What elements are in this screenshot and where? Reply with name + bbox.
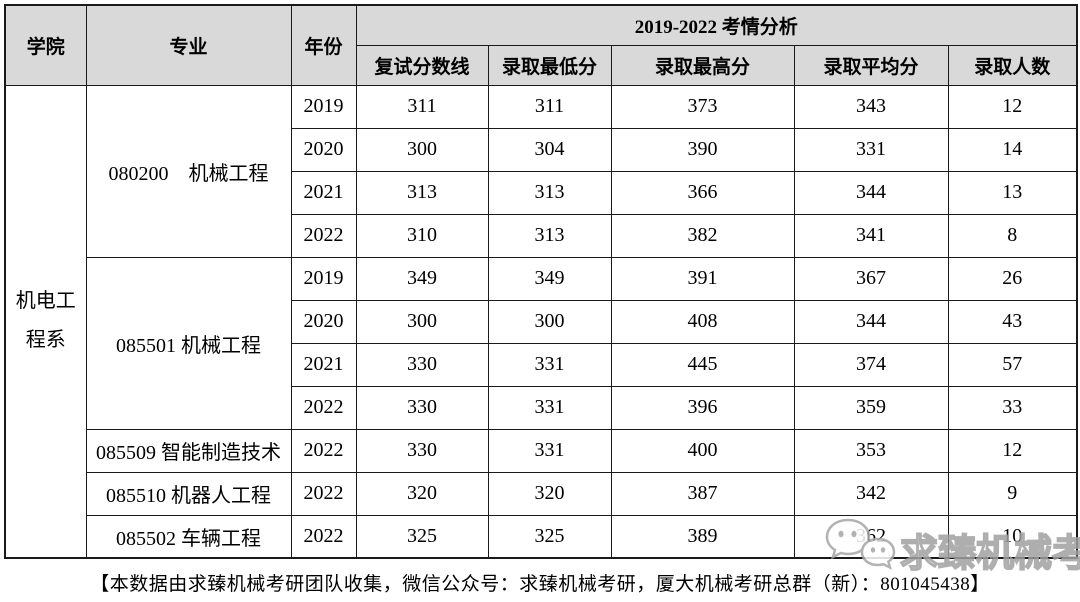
min-score-cell: 313	[487, 170, 612, 215]
year-cell: 2020	[290, 299, 357, 344]
max-score-cell: 391	[610, 256, 795, 301]
footer-note: 【本数据由求臻机械考研团队收集，微信公众号：求臻机械考研，厦大机械考研总群（新）…	[90, 574, 990, 595]
table-row: 085509 智能制造技术 2022 330 331 400 353 12	[5, 428, 1078, 473]
admissions-table: 学院 专业 年份 2019-2022 考情分析 复试分数线 录取最低分 录取最高…	[4, 4, 1079, 559]
retest-line-cell: 325	[355, 514, 489, 559]
table-row: 2021 330 331 445 374 57	[5, 342, 1078, 387]
retest-line-cell: 330	[355, 342, 489, 387]
min-score-cell: 331	[487, 342, 612, 387]
retest-line-cell: 300	[355, 127, 489, 172]
header-major: 专业	[85, 4, 292, 86]
header-row-1: 学院 专业 年份 2019-2022 考情分析	[4, 4, 1078, 86]
min-score-cell: 349	[487, 256, 612, 301]
max-score-cell: 366	[610, 170, 795, 215]
year-cell: 2022	[290, 471, 357, 516]
max-score-cell: 387	[610, 471, 795, 516]
avg-score-cell: 359	[793, 385, 949, 430]
year-cell: 2021	[290, 342, 357, 387]
avg-score-cell: 353	[793, 428, 949, 473]
retest-line-cell: 330	[355, 428, 489, 473]
max-score-cell: 396	[610, 385, 795, 430]
avg-score-cell: 331	[793, 127, 949, 172]
admit-count-cell: 12	[947, 428, 1078, 473]
major-cell: 080200 机械工程	[85, 84, 292, 258]
admit-count-cell: 9	[947, 471, 1078, 516]
year-cell: 2019	[290, 84, 357, 129]
retest-line-cell: 310	[355, 213, 489, 258]
table-row: 085502 车辆工程 2022 325 325 389 362 10	[5, 514, 1078, 559]
header-admit-count: 录取人数	[947, 44, 1078, 86]
major-cell: 085510 机器人工程	[85, 471, 292, 516]
table-row: 2020 300 300 408 344 43	[5, 299, 1078, 344]
header-row-2: 复试分数线 录取最低分 录取最高分 录取平均分 录取人数	[5, 44, 1078, 86]
min-score-cell: 304	[487, 127, 612, 172]
avg-score-cell: 362	[793, 514, 949, 559]
header-analysis-title: 2019-2022 考情分析	[355, 4, 1078, 46]
year-cell: 2022	[290, 428, 357, 473]
header-college: 学院	[4, 4, 87, 86]
max-score-cell: 408	[610, 299, 795, 344]
year-cell: 2019	[290, 256, 357, 301]
min-score-cell: 300	[487, 299, 612, 344]
major-cell: 085501 机械工程	[85, 256, 292, 430]
min-score-cell: 331	[487, 428, 612, 473]
max-score-cell: 445	[610, 342, 795, 387]
admit-count-cell: 43	[947, 299, 1078, 344]
year-cell: 2022	[290, 213, 357, 258]
college-name-cell: 机电工程系	[4, 84, 87, 559]
header-avg-score: 录取平均分	[793, 44, 949, 86]
min-score-cell: 320	[487, 471, 612, 516]
table-row: 085501 机械工程 2019 349 349 391 367 26	[5, 256, 1078, 430]
year-cell: 2022	[290, 514, 357, 559]
admit-count-cell: 12	[947, 84, 1078, 129]
table-row: 2022 310 313 382 341 8	[5, 213, 1078, 258]
year-cell: 2020	[290, 127, 357, 172]
table-row: 085510 机器人工程 2022 320 320 387 342 9	[5, 471, 1078, 516]
header-min-score: 录取最低分	[487, 44, 612, 86]
major-cell: 085509 智能制造技术	[85, 428, 292, 473]
header-retest-line: 复试分数线	[355, 44, 489, 86]
avg-score-cell: 374	[793, 342, 949, 387]
admit-count-cell: 26	[947, 256, 1078, 301]
max-score-cell: 382	[610, 213, 795, 258]
min-score-cell: 331	[487, 385, 612, 430]
year-cell: 2022	[290, 385, 357, 430]
table-row: 机电工程系 080200 机械工程 2019 311 311 373 343 1…	[4, 84, 1078, 559]
avg-score-cell: 343	[793, 84, 949, 129]
table-row: 2020 300 304 390 331 14	[5, 127, 1078, 172]
table-row: 2021 313 313 366 344 13	[5, 170, 1078, 215]
avg-score-cell: 367	[793, 256, 949, 301]
retest-line-cell: 330	[355, 385, 489, 430]
max-score-cell: 389	[610, 514, 795, 559]
max-score-cell: 390	[610, 127, 795, 172]
admit-count-cell: 14	[947, 127, 1078, 172]
major-cell: 085502 车辆工程	[85, 514, 292, 559]
admit-count-cell: 10	[947, 514, 1078, 559]
avg-score-cell: 342	[793, 471, 949, 516]
header-year: 年份	[290, 4, 357, 86]
min-score-cell: 313	[487, 213, 612, 258]
admit-count-cell: 8	[947, 213, 1078, 258]
max-score-cell: 373	[610, 84, 795, 129]
min-score-cell: 311	[487, 84, 612, 129]
min-score-cell: 325	[487, 514, 612, 559]
avg-score-cell: 341	[793, 213, 949, 258]
retest-line-cell: 300	[355, 299, 489, 344]
avg-score-cell: 344	[793, 299, 949, 344]
max-score-cell: 400	[610, 428, 795, 473]
retest-line-cell: 320	[355, 471, 489, 516]
admit-count-cell: 13	[947, 170, 1078, 215]
header-max-score: 录取最高分	[610, 44, 795, 86]
admit-count-cell: 57	[947, 342, 1078, 387]
year-cell: 2021	[290, 170, 357, 215]
retest-line-cell: 313	[355, 170, 489, 215]
avg-score-cell: 344	[793, 170, 949, 215]
retest-line-cell: 349	[355, 256, 489, 301]
admit-count-cell: 33	[947, 385, 1078, 430]
retest-line-cell: 311	[355, 84, 489, 129]
